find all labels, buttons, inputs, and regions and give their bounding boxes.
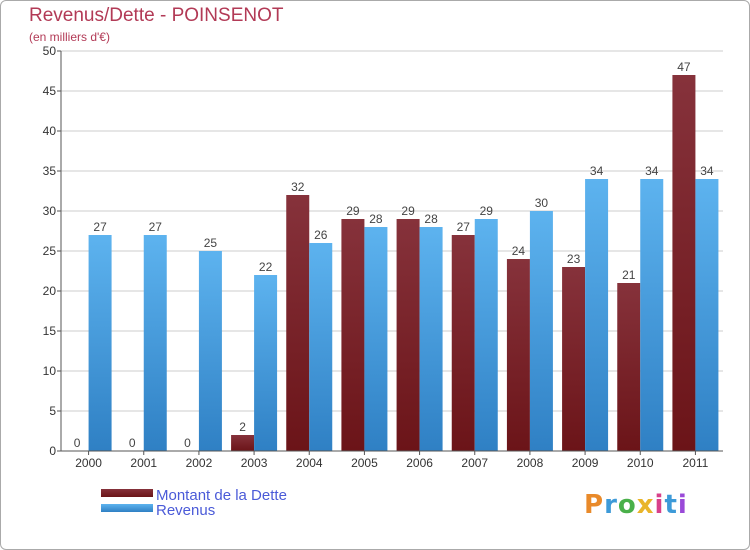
bar-revenus-2003 — [254, 275, 278, 451]
bar-revenus-2001 — [143, 235, 167, 451]
bar-revenus-2008 — [529, 211, 553, 451]
data-label-revenus-2009: 34 — [590, 164, 604, 178]
y-tick-label: 15 — [43, 324, 57, 338]
data-label-revenus-2001: 27 — [149, 220, 163, 234]
y-tick-label: 20 — [43, 284, 57, 298]
x-axis-ticks: 2000 2001 2002 2003 2004 2005 2006 2007 2008 2009… — [75, 451, 709, 470]
y-tick-label: 30 — [43, 204, 57, 218]
chart-subtitle: (en milliers d'€) — [29, 30, 110, 44]
y-tick-label: 10 — [43, 364, 57, 378]
data-label-dette-2010: 21 — [622, 268, 636, 282]
data-label-dette-2007: 27 — [457, 220, 471, 234]
logo-letter: P — [584, 490, 605, 520]
data-label-dette-2000: 0 — [74, 436, 81, 450]
y-tick-label: 0 — [49, 444, 56, 458]
bar-revenus-2005 — [364, 227, 388, 451]
x-tick-label: 2006 — [406, 456, 433, 470]
data-label-dette-2011: 47 — [677, 60, 691, 74]
x-tick-label: 2002 — [186, 456, 213, 470]
legend-swatch-dette — [101, 489, 153, 497]
data-label-revenus-2004: 26 — [314, 228, 328, 242]
data-label-revenus-2008: 30 — [535, 196, 549, 210]
bar-revenus-2007 — [474, 219, 498, 451]
legend-label-revenus: Revenus — [156, 502, 215, 519]
logo-letter: x — [636, 490, 655, 520]
x-tick-label: 2007 — [461, 456, 488, 470]
data-label-revenus-2000: 27 — [93, 220, 107, 234]
data-label-dette-2004: 32 — [291, 180, 305, 194]
bar-revenus-2004 — [309, 243, 333, 451]
y-tick-label: 50 — [43, 44, 57, 58]
legend-swatch-revenus — [101, 504, 153, 512]
chart-title: Revenus/Dette - POINSENOT — [29, 5, 284, 26]
y-axis-ticks: 0 5 10 15 20 25 30 35 40 45 50 — [43, 44, 61, 458]
data-label-dette-2002: 0 — [184, 436, 191, 450]
data-label-dette-2009: 23 — [567, 252, 581, 266]
x-tick-label: 2011 — [683, 456, 709, 470]
bar-revenus-2000 — [88, 235, 112, 451]
data-label-dette-2005: 29 — [346, 204, 360, 218]
bar-revenus-2010 — [640, 179, 664, 451]
gridlines — [61, 50, 723, 412]
bar-dette-2009 — [562, 267, 586, 451]
data-labels: 0270270252223226292829282729243023342134… — [74, 60, 714, 450]
bar-revenus-2011 — [695, 179, 719, 451]
bar-revenus-2006 — [419, 227, 443, 451]
x-tick-label: 2008 — [517, 456, 544, 470]
bar-revenus-2009 — [585, 179, 609, 451]
y-tick-label: 40 — [43, 124, 57, 138]
data-label-revenus-2010: 34 — [645, 164, 659, 178]
data-label-revenus-2006: 28 — [424, 212, 438, 226]
data-label-dette-2006: 29 — [401, 204, 415, 218]
bar-dette-2011 — [672, 75, 696, 451]
data-label-revenus-2011: 34 — [700, 164, 714, 178]
legend-label-dette: Montant de la Dette — [156, 487, 287, 504]
data-label-revenus-2007: 29 — [480, 204, 494, 218]
bar-dette-2010 — [617, 283, 641, 451]
x-tick-label: 2000 — [75, 456, 102, 470]
bar-dette-2007 — [451, 235, 475, 451]
data-label-dette-2008: 24 — [512, 244, 526, 258]
logo-letter: i — [654, 490, 665, 520]
y-tick-label: 45 — [43, 84, 57, 98]
data-label-dette-2003: 2 — [239, 420, 246, 434]
x-tick-label: 2004 — [296, 456, 323, 470]
x-tick-label: 2003 — [241, 456, 268, 470]
y-tick-label: 35 — [43, 164, 57, 178]
data-label-revenus-2003: 22 — [259, 260, 273, 274]
bar-dette-2005 — [341, 219, 365, 451]
bar-revenus-2002 — [198, 251, 222, 451]
data-label-revenus-2005: 28 — [369, 212, 383, 226]
x-tick-label: 2005 — [351, 456, 378, 470]
logo-letter: r — [604, 490, 618, 520]
data-label-revenus-2002: 25 — [204, 236, 218, 250]
x-tick-label: 2001 — [130, 456, 157, 470]
bar-dette-2008 — [506, 259, 530, 451]
bars — [88, 75, 719, 451]
logo-letter: t — [664, 490, 678, 520]
axes — [60, 51, 723, 452]
bar-dette-2004 — [286, 195, 310, 451]
bar-dette-2003 — [231, 435, 255, 451]
bar-dette-2006 — [396, 219, 420, 451]
x-tick-label: 2009 — [572, 456, 599, 470]
x-tick-label: 2010 — [627, 456, 654, 470]
logo-letter: i — [677, 490, 688, 520]
proxiti-logo: Proxiti — [584, 490, 688, 520]
y-tick-label: 25 — [43, 244, 57, 258]
data-label-dette-2001: 0 — [129, 436, 136, 450]
y-tick-label: 5 — [49, 404, 56, 418]
logo-letter: o — [617, 490, 637, 520]
